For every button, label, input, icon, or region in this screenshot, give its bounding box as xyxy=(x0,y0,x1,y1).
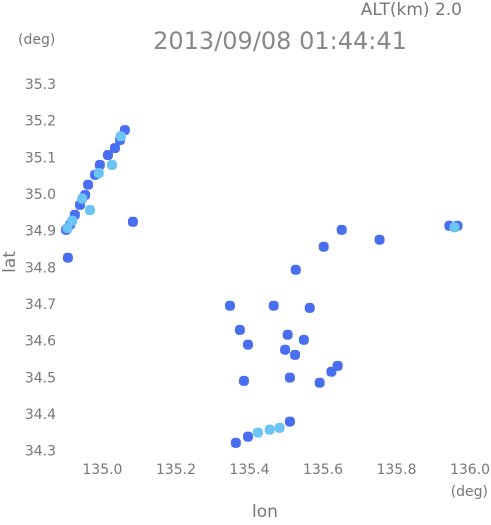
radar-echo xyxy=(238,375,249,386)
x-tick-label: 136.0 xyxy=(450,462,490,478)
chart-title: 2013/09/08 01:44:41 xyxy=(153,27,407,55)
y-tick-label: 35.3 xyxy=(25,77,56,93)
y-tick-label: 34.7 xyxy=(25,297,56,313)
radar-echo xyxy=(102,150,113,161)
radar-echo xyxy=(326,366,337,377)
radar-echo xyxy=(109,143,120,154)
x-tick-label: 135.2 xyxy=(156,462,196,478)
y-tick-label: 34.6 xyxy=(25,334,56,350)
radar-echo xyxy=(374,234,385,245)
radar-echo xyxy=(298,334,309,345)
radar-echo xyxy=(282,329,293,340)
y-tick-label: 34.3 xyxy=(25,444,56,460)
x-tick-label: 135.6 xyxy=(303,462,343,478)
y-tick-label: 34.8 xyxy=(25,260,56,276)
radar-echo xyxy=(284,372,295,383)
radar-echo xyxy=(93,168,104,178)
radar-echo xyxy=(284,416,295,427)
radar-echo xyxy=(336,224,347,235)
x-unit: (deg) xyxy=(451,484,488,500)
radar-echo xyxy=(62,252,73,263)
radar-echo xyxy=(77,193,88,204)
radar-echo xyxy=(106,159,117,170)
radar-echo xyxy=(318,241,329,252)
y-tick-label: 35.2 xyxy=(25,114,56,130)
radar-echo xyxy=(224,300,235,311)
radar-echo xyxy=(314,377,325,388)
radar-echo xyxy=(234,324,245,335)
radar-echo xyxy=(94,159,105,170)
y-axis-label: lat xyxy=(0,251,20,273)
y-tick-label: 34.9 xyxy=(25,224,56,240)
radar-echo xyxy=(84,205,95,216)
radar-echo xyxy=(268,300,279,311)
radar-echo xyxy=(115,131,126,142)
radar-echo xyxy=(83,179,94,190)
radar-echo xyxy=(449,222,460,233)
x-tick-label: 135.4 xyxy=(229,462,269,478)
radar-echo xyxy=(290,349,301,360)
radar-echo xyxy=(230,437,241,448)
subtitle: ALT(km) 2.0 xyxy=(361,0,462,20)
y-unit: (deg) xyxy=(18,32,55,48)
radar-echo xyxy=(304,302,315,313)
radar-echo xyxy=(62,223,73,233)
radar-echo xyxy=(242,339,253,350)
x-tick-label: 135.8 xyxy=(376,462,416,478)
radar-echo xyxy=(274,422,285,433)
radar-echo xyxy=(280,344,291,355)
y-tick-label: 34.4 xyxy=(25,407,56,423)
y-tick-label: 34.5 xyxy=(25,370,56,386)
y-tick-label: 35.1 xyxy=(25,150,56,166)
radar-echo xyxy=(67,215,78,226)
radar-echo xyxy=(252,427,263,438)
x-axis-label: lon xyxy=(252,502,278,521)
y-tick-label: 35.0 xyxy=(25,187,56,203)
radar-echo xyxy=(290,264,301,275)
x-tick-label: 135.0 xyxy=(82,462,122,478)
radar-echo xyxy=(242,431,253,442)
radar-echo xyxy=(127,216,138,227)
radar-echo xyxy=(264,424,275,435)
